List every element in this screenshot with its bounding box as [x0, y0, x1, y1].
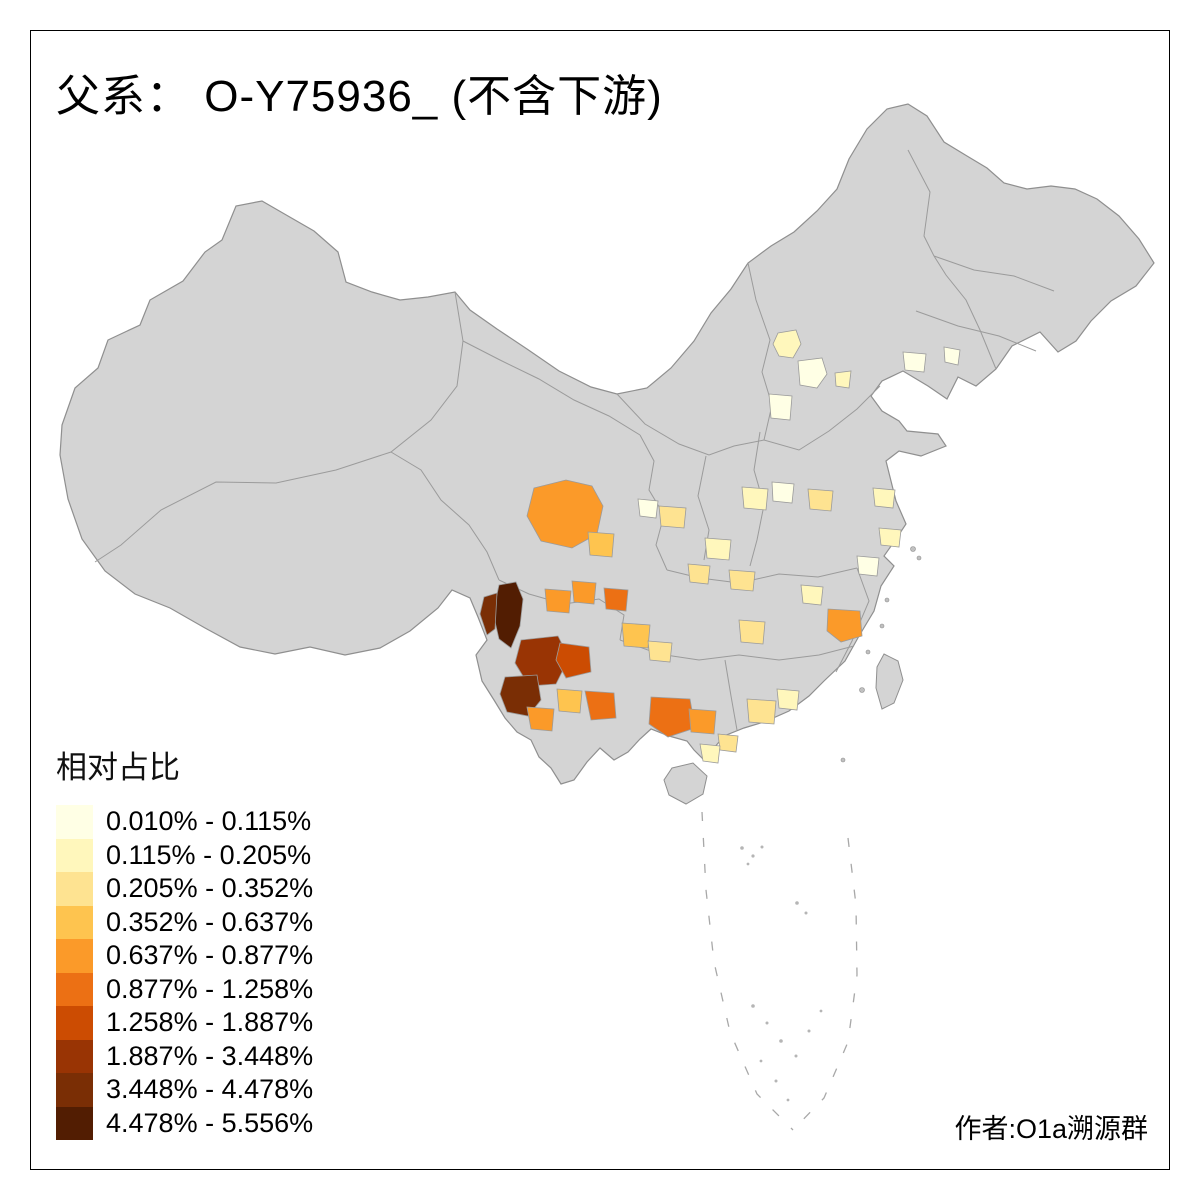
province-borders — [94, 149, 1055, 731]
mainland-china-shape — [59, 103, 1155, 785]
legend-label: 0.010% - 0.115% — [106, 806, 312, 837]
legend-swatch — [56, 939, 93, 973]
legend-label: 0.352% - 0.637% — [106, 906, 314, 937]
legend-item: 0.637% - 0.877% — [56, 939, 313, 973]
legend-swatch — [56, 1006, 93, 1040]
legend-item: 1.887% - 3.448% — [56, 1039, 314, 1073]
legend-label: 0.637% - 0.877% — [106, 940, 314, 971]
border-liaoning-west — [933, 255, 997, 370]
region-nanyang-area — [728, 569, 756, 592]
region-central-hebei — [768, 393, 793, 421]
south-china-sea-islets — [740, 845, 823, 1102]
region-leizhou-area — [699, 743, 721, 764]
region-central-sichuan — [587, 531, 615, 558]
scs-line-east — [792, 837, 858, 1131]
region-west-guizhou — [621, 622, 651, 649]
border-qinghai-gansu — [462, 340, 641, 436]
border-tibet-qinghai-sichuan — [390, 451, 500, 581]
legend-item: 1.258% - 1.887% — [56, 1006, 313, 1040]
legend-item: 0.010% - 0.115% — [56, 805, 313, 839]
legend-title: 相对占比 — [56, 750, 180, 785]
legend-label: 0.205% - 0.352% — [106, 873, 314, 904]
legend-item: 0.352% - 0.637% — [56, 905, 314, 939]
region-liaodong — [902, 351, 927, 373]
border-inner-mongolia-south — [616, 385, 881, 456]
border-heilongjiang-jilin — [933, 255, 1055, 292]
region-north-hebei — [772, 329, 802, 359]
region-liaoning-east — [943, 346, 961, 366]
legend-swatch — [56, 805, 93, 839]
region-north-henan — [771, 481, 795, 504]
region-south-gansu — [658, 505, 687, 529]
region-south-shanxi — [741, 486, 769, 511]
taiwan-island — [875, 653, 904, 710]
region-south-shaanxi — [687, 563, 711, 585]
region-nujiang-border — [479, 592, 498, 636]
border-guangxi-guangdong — [724, 659, 738, 731]
region-zhejiang — [856, 555, 880, 577]
region-west-hunan — [738, 619, 766, 645]
region-central-guizhou — [647, 640, 673, 663]
scs-line-west — [701, 811, 794, 1131]
legend-swatch — [56, 1039, 93, 1073]
legend-swatch — [56, 972, 93, 1006]
legend-swatch — [56, 1106, 93, 1140]
legend-swatch — [56, 872, 93, 906]
region-central-guangxi — [688, 708, 717, 735]
page-title: 父系： O-Y75936_ (不含下游) — [56, 72, 663, 121]
region-west-yunnan-brown — [499, 674, 542, 717]
region-beijing-area — [797, 357, 828, 389]
legend-swatch — [56, 838, 93, 872]
legend-label: 3.448% - 4.478% — [106, 1074, 314, 1105]
region-yuxi-area — [556, 688, 583, 714]
legend-item: 0.877% - 1.258% — [56, 972, 314, 1006]
hainan-island — [663, 762, 708, 805]
region-shanghai-area — [878, 527, 902, 548]
legend-swatch — [56, 905, 93, 939]
region-west-henan — [704, 537, 732, 561]
region-central-yunnan — [514, 635, 570, 687]
region-east-hubei — [800, 584, 824, 606]
legend-item: 4.478% - 5.556% — [56, 1106, 314, 1140]
region-north-guangdong — [776, 688, 800, 711]
region-baise-area — [648, 696, 696, 738]
legend-label: 0.877% - 1.258% — [106, 973, 314, 1004]
legend-label: 1.887% - 3.448% — [106, 1040, 314, 1071]
legend-item: 0.205% - 0.352% — [56, 872, 313, 906]
region-south-guangxi — [717, 733, 739, 753]
region-jiangsu-coast — [872, 487, 896, 509]
colored-regions — [479, 329, 961, 764]
legend-swatch — [56, 1073, 93, 1107]
coastal-islets — [840, 546, 922, 763]
legend-label: 1.258% - 1.887% — [106, 1007, 314, 1038]
legend-item: 0.115% - 0.205% — [56, 838, 313, 872]
region-liangshan-area — [544, 588, 572, 614]
region-south-yunnan — [526, 706, 555, 732]
region-yibin-area — [571, 580, 597, 605]
region-tianshui-area — [637, 498, 659, 519]
author-credit: 作者:O1a溯源群 — [954, 1114, 1148, 1144]
region-south-chongqing — [603, 587, 629, 612]
border-heilongjiang-west — [907, 149, 935, 257]
plot-border — [30, 30, 1170, 1170]
south-china-sea-dashed-line — [701, 811, 858, 1131]
legend-label: 0.115% - 0.205% — [106, 839, 312, 870]
region-tangshan-area — [834, 370, 852, 389]
region-north-jiangsu — [807, 488, 834, 512]
border-jilin-liaoning — [915, 310, 1037, 352]
map-legend: 相对占比 0.010% - 0.115% 0.115% - 0.205% 0.2… — [56, 742, 313, 1140]
region-wenshan-area — [584, 690, 617, 721]
region-west-guangdong — [746, 698, 777, 725]
region-jiangxi-orange — [826, 608, 863, 643]
legend-label: 4.478% - 5.556% — [106, 1107, 314, 1138]
border-xinjiang-tibet — [94, 291, 464, 563]
region-east-yunnan — [555, 642, 592, 679]
legend-item: 3.448% - 4.478% — [56, 1073, 313, 1107]
